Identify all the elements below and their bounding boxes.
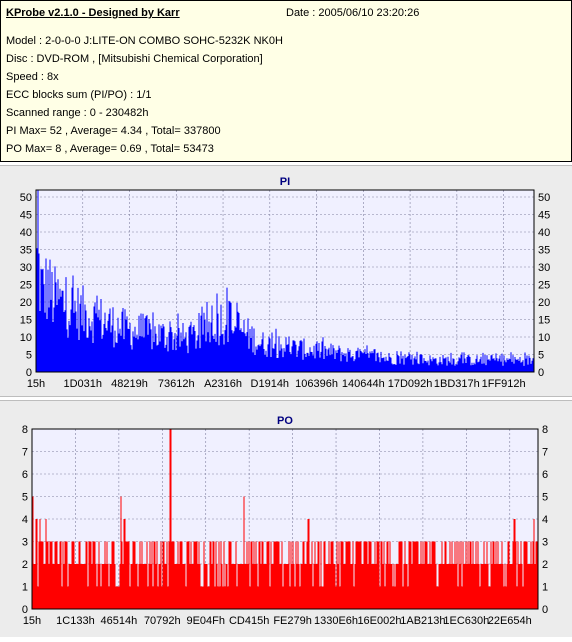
y-tick-label-left: 10 xyxy=(20,332,32,344)
y-tick-label-right: 40 xyxy=(538,227,550,239)
x-tick-label: 1C133h xyxy=(56,615,95,627)
x-tick-label: 48219h xyxy=(111,378,148,390)
disc-line: Disc : DVD-ROM , [Mitsubishi Chemical Co… xyxy=(6,53,263,65)
y-tick-label-left: 25 xyxy=(20,280,32,292)
x-tick-label: 1330E6h xyxy=(314,615,358,627)
x-tick-label: 140644h xyxy=(342,378,385,390)
y-tick-label-right: 4 xyxy=(542,514,548,526)
plot-frame xyxy=(35,189,535,373)
chart-title: PI xyxy=(280,176,290,188)
y-tick-label-left: 1 xyxy=(22,582,28,594)
pi-chart-panel: PI 0 0 5 5 10 10 15 15 20 20 25 25 30 30 35 35 40 40 45 45 50… xyxy=(0,165,572,397)
x-tick-label: 9E04Fh xyxy=(186,615,225,627)
y-tick-label-right: 8 xyxy=(542,424,548,436)
x-tick-label: 106396h xyxy=(295,378,338,390)
x-tick-label: 1D031h xyxy=(63,378,102,390)
y-tick-label-right: 0 xyxy=(538,367,544,379)
y-tick-label-right: 6 xyxy=(542,469,548,481)
y-tick-label-right: 7 xyxy=(542,447,548,459)
info-panel: KProbe v2.1.0 - Designed by Karr Date : … xyxy=(0,0,572,162)
x-tick-label: 15h xyxy=(23,615,41,627)
x-tick-label: 16E002h xyxy=(357,615,401,627)
speed-line: Speed : 8x xyxy=(6,71,59,83)
y-tick-label-left: 30 xyxy=(20,262,32,274)
y-tick-label-right: 20 xyxy=(538,297,550,309)
y-tick-label-left: 8 xyxy=(22,424,28,436)
pi-stats-line: PI Max= 52 , Average= 4.34 , Total= 3378… xyxy=(6,125,221,137)
scan-date: Date : 2005/06/10 23:20:26 xyxy=(286,7,420,19)
ecc-line: ECC blocks sum (PI/PO) : 1/1 xyxy=(6,89,152,101)
y-tick-label-left: 3 xyxy=(22,537,28,549)
x-tick-label: 22E654h xyxy=(488,615,532,627)
pi-chart: PI 0 0 5 5 10 10 15 15 20 20 25 25 30 30 35 35 40 40 45 45 50… xyxy=(20,176,551,390)
y-tick-label-right: 10 xyxy=(538,332,550,344)
y-tick-label-left: 2 xyxy=(22,559,28,571)
y-tick-label-right: 25 xyxy=(538,280,550,292)
x-tick-label: 1FF912h xyxy=(482,378,526,390)
y-tick-label-left: 35 xyxy=(20,245,32,257)
x-tick-label: 73612h xyxy=(158,378,195,390)
plot-frame xyxy=(31,428,539,610)
y-tick-label-right: 30 xyxy=(538,262,550,274)
y-tick-label-right: 5 xyxy=(542,492,548,504)
x-tick-label: 46514h xyxy=(101,615,138,627)
y-tick-label-left: 5 xyxy=(26,350,32,362)
y-tick-label-left: 6 xyxy=(22,469,28,481)
x-tick-label: FE279h xyxy=(273,615,312,627)
y-tick-label-right: 50 xyxy=(538,192,550,204)
y-tick-label-right: 2 xyxy=(542,559,548,571)
range-line: Scanned range : 0 - 230482h xyxy=(6,107,149,119)
x-tick-label: 1EC630h xyxy=(443,615,489,627)
x-tick-label: CD415h xyxy=(229,615,269,627)
x-tick-label: A2316h xyxy=(204,378,242,390)
y-tick-label-left: 40 xyxy=(20,227,32,239)
y-tick-label-right: 1 xyxy=(542,582,548,594)
po-chart: PO 0 0 1 1 2 2 3 3 4 4 5 5 6 6 7 7 8 8 15h 1C133h 46514h 70792… xyxy=(22,415,548,627)
y-tick-label-left: 50 xyxy=(20,192,32,204)
x-tick-label: 17D092h xyxy=(388,378,433,390)
y-tick-label-right: 45 xyxy=(538,210,550,222)
po-stats-line: PO Max= 8 , Average= 0.69 , Total= 53473 xyxy=(6,143,214,155)
y-tick-label-left: 20 xyxy=(20,297,32,309)
y-tick-label-left: 0 xyxy=(26,367,32,379)
x-tick-label: 1AB213h xyxy=(400,615,445,627)
y-tick-label-right: 0 xyxy=(542,604,548,616)
x-tick-label: 70792h xyxy=(144,615,181,627)
model-line: Model : 2-0-0-0 J:LITE-ON COMBO SOHC-523… xyxy=(6,35,283,47)
y-tick-label-right: 3 xyxy=(542,537,548,549)
app-title: KProbe v2.1.0 - Designed by Karr xyxy=(6,7,180,19)
y-tick-label-left: 5 xyxy=(22,492,28,504)
y-tick-label-left: 4 xyxy=(22,514,28,526)
y-tick-label-left: 7 xyxy=(22,447,28,459)
y-tick-label-left: 0 xyxy=(22,604,28,616)
x-tick-label: 1BD317h xyxy=(434,378,480,390)
y-tick-label-right: 5 xyxy=(538,350,544,362)
chart-title: PO xyxy=(277,415,293,427)
x-tick-label: 15h xyxy=(27,378,45,390)
y-tick-label-right: 15 xyxy=(538,315,550,327)
y-tick-label-right: 35 xyxy=(538,245,550,257)
y-tick-label-left: 15 xyxy=(20,315,32,327)
y-tick-label-left: 45 xyxy=(20,210,32,222)
x-tick-label: D1914h xyxy=(251,378,290,390)
po-chart-panel: PO 0 0 1 1 2 2 3 3 4 4 5 5 6 6 7 7 8 8 15h 1C133h 46514h 70792… xyxy=(0,400,572,637)
